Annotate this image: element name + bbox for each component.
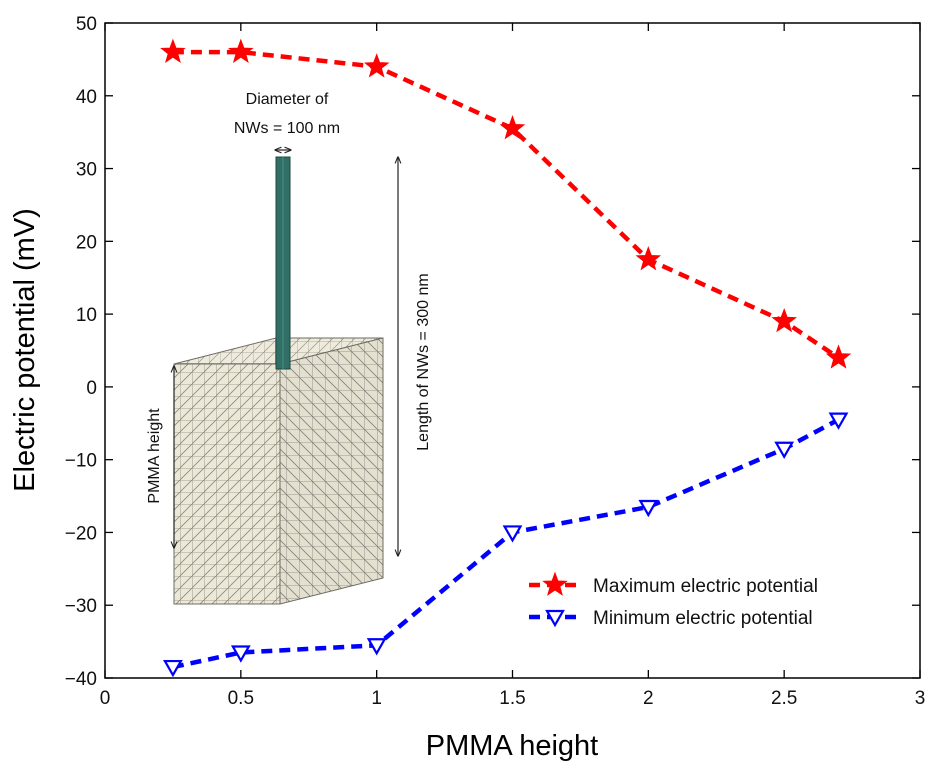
axes: 0 0.5 1 1.5 2 2.5 3 −40 −30 −20 −10 0 10 20 30 40 50 bbox=[65, 14, 926, 709]
y-axis-title: Electric potential (mV) bbox=[9, 208, 41, 492]
y-tick-label: 40 bbox=[76, 87, 97, 108]
pmma-block bbox=[173, 337, 384, 605]
data-point bbox=[771, 307, 797, 333]
series-minimum bbox=[163, 412, 849, 678]
diameter-label-line1: Diameter of bbox=[246, 91, 329, 108]
x-tick-label: 2 bbox=[643, 688, 654, 709]
y-tick-label: 10 bbox=[76, 305, 97, 326]
legend-marker bbox=[542, 571, 568, 596]
diameter-label-line2: NWs = 100 nm bbox=[234, 120, 340, 137]
y-tick-label: −20 bbox=[65, 523, 97, 544]
pmma-block-side-face bbox=[279, 337, 384, 605]
x-tick-label: 0.5 bbox=[228, 688, 254, 709]
data-point bbox=[160, 38, 186, 63]
y-tick-label: −40 bbox=[65, 669, 97, 690]
pmma-height-inset-label: PMMA height bbox=[146, 408, 163, 504]
y-tick-label: 50 bbox=[76, 14, 97, 35]
y-tick-label: 20 bbox=[76, 232, 97, 253]
inset-illustration: Diameter of NWs = 100 nm Length of NWs =… bbox=[146, 91, 432, 605]
y-tick-label: 0 bbox=[86, 378, 97, 399]
x-tick-label: 3 bbox=[915, 688, 926, 709]
x-tick-label: 0 bbox=[100, 688, 111, 709]
nanowire bbox=[275, 156, 291, 370]
series-maximum bbox=[160, 38, 852, 369]
y-tick-label: −30 bbox=[65, 596, 97, 617]
data-point bbox=[502, 525, 523, 543]
x-tick-label: 1 bbox=[371, 688, 382, 709]
data-point bbox=[499, 115, 526, 140]
data-point bbox=[774, 441, 795, 459]
legend: Maximum electric potential Minimum electr… bbox=[529, 571, 818, 629]
legend-marker bbox=[545, 609, 565, 628]
legend-label: Maximum electric potential bbox=[593, 576, 818, 597]
y-tick-label: −10 bbox=[65, 451, 97, 472]
data-point bbox=[230, 645, 251, 663]
length-label: Length of NWs = 300 nm bbox=[415, 273, 432, 450]
data-point bbox=[825, 344, 852, 369]
legend-entry: Maximum electric potential bbox=[529, 571, 818, 597]
data-point bbox=[163, 659, 183, 678]
data-point bbox=[635, 246, 662, 271]
x-tick-label: 1.5 bbox=[499, 688, 525, 709]
data-point bbox=[366, 638, 387, 656]
data-point bbox=[228, 38, 254, 63]
legend-entry: Minimum electric potential bbox=[529, 608, 813, 629]
y-tick-label: 30 bbox=[76, 160, 97, 181]
data-point bbox=[638, 499, 659, 518]
x-axis-title: PMMA height bbox=[426, 730, 598, 762]
series-layer bbox=[160, 38, 852, 678]
x-tick-label: 2.5 bbox=[771, 688, 797, 709]
legend-label: Minimum electric potential bbox=[593, 608, 813, 629]
data-point bbox=[363, 53, 390, 78]
data-point bbox=[828, 412, 849, 430]
pmma-block-front-face bbox=[173, 363, 281, 605]
